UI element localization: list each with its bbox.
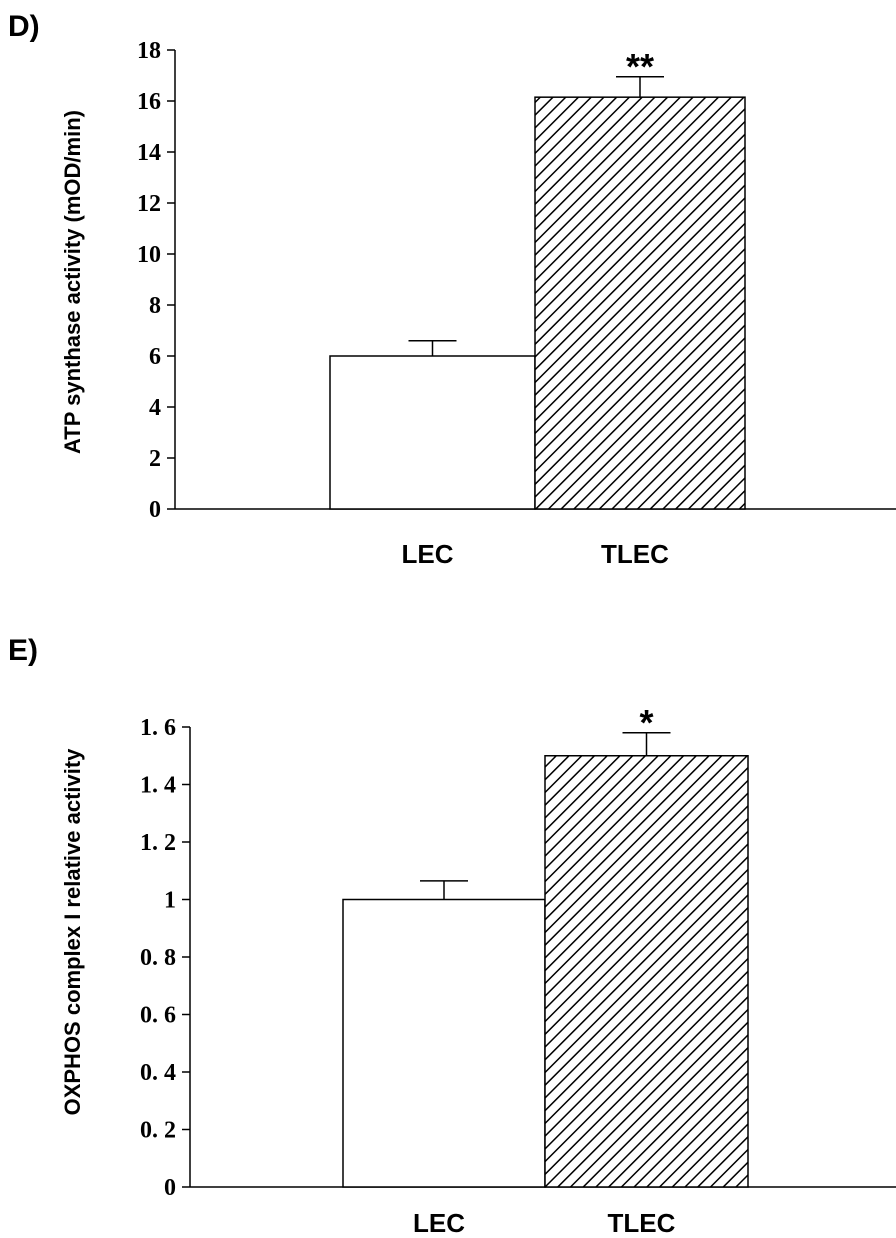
x-category-label: LEC <box>402 539 454 569</box>
y-tick-label: 8 <box>149 293 161 319</box>
y-tick-label: 0 <box>164 1175 176 1201</box>
y-tick-label: 12 <box>137 191 161 217</box>
chart-panel-d: D) ATP synthase activity (mOD/min) 0 2 4 6 8… <box>8 10 896 569</box>
significance-mark: ** <box>626 46 654 87</box>
y-tick-label: 10 <box>137 242 161 268</box>
y-tick-label: 0. 6 <box>140 1003 176 1029</box>
y-tick-label: 2 <box>149 446 161 472</box>
significance-mark: * <box>639 702 653 743</box>
y-axis-title: OXPHOS complex I relative activity <box>60 748 85 1116</box>
y-tick-label: 6 <box>149 344 161 370</box>
bar-tlec <box>544 755 749 1188</box>
y-tick-label: 1. 4 <box>140 773 176 799</box>
x-category-label: TLEC <box>608 1208 676 1238</box>
y-tick-label: 1 <box>164 888 176 914</box>
x-category-label: TLEC <box>601 539 669 569</box>
y-tick-label: 1. 6 <box>140 715 176 741</box>
panel-label: D) <box>8 10 40 43</box>
y-tick-label: 1. 2 <box>140 830 176 856</box>
x-category-label: LEC <box>413 1208 465 1238</box>
chart-panel-e: E) OXPHOS complex I relative activity 0 0… <box>8 634 896 1238</box>
y-axis-title: ATP synthase activity (mOD/min) <box>60 110 85 454</box>
bar-tlec <box>534 96 746 510</box>
y-tick-label: 0. 2 <box>140 1118 176 1144</box>
panel-label: E) <box>8 634 38 667</box>
y-tick-label: 18 <box>137 38 161 64</box>
y-tick-label: 0. 4 <box>140 1060 176 1086</box>
y-tick-label: 0. 8 <box>140 945 176 971</box>
y-tick-label: 14 <box>137 140 161 166</box>
bar-lec <box>329 355 536 510</box>
bar-lec <box>342 898 546 1188</box>
y-tick-label: 16 <box>137 89 161 115</box>
y-tick-label: 4 <box>149 395 161 421</box>
y-tick-label: 0 <box>149 497 161 523</box>
